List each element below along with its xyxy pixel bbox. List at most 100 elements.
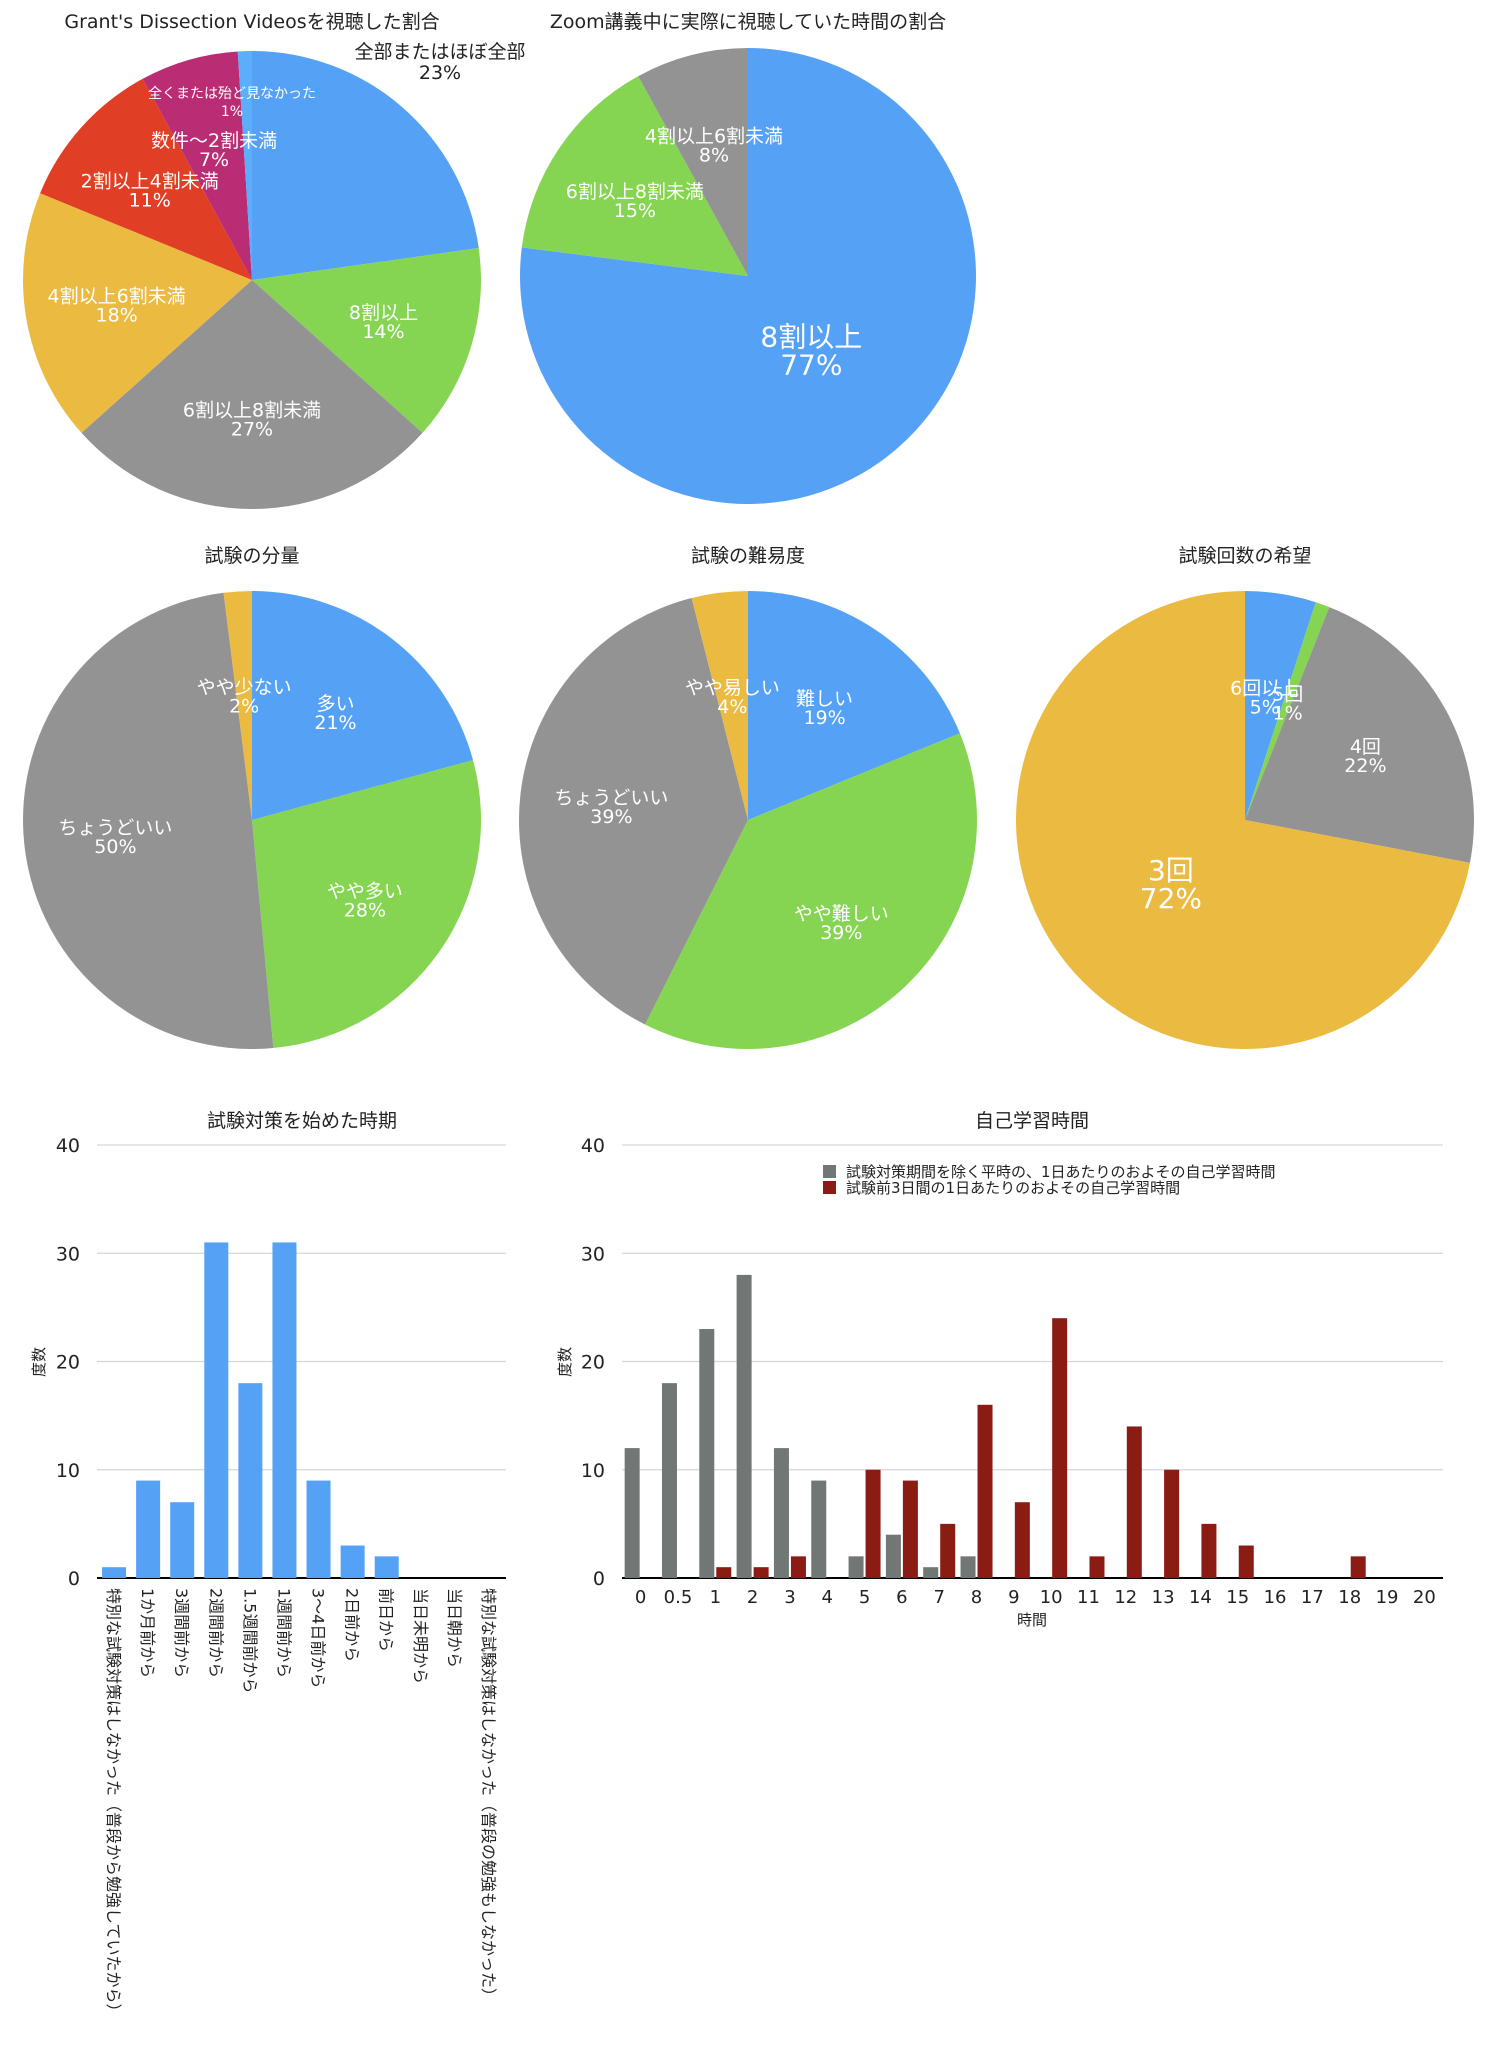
slice-percent-label: 23% [419, 62, 461, 84]
x-category-label: 特別な試験対策はしなかった（普段の勉強もしなかった） [479, 1588, 498, 2004]
slice-percent-label: 22% [1344, 755, 1386, 777]
chart-title: Grant's Dissection Videosを視聴した割合 [64, 11, 439, 33]
pie-slice [237, 51, 252, 280]
x-tick-label: 20 [1413, 1587, 1436, 1608]
y-axis-label: 度数 [30, 1347, 48, 1377]
slice-label: 6割以上8割未満 [566, 181, 704, 203]
slice-percent-label: 15% [614, 200, 656, 222]
slice-label: 全部またはほぼ全部 [354, 41, 525, 63]
slice-percent-label: 77% [780, 348, 842, 381]
x-tick-label: 3 [784, 1587, 795, 1608]
x-tick-label: 7 [933, 1587, 944, 1608]
x-tick-label: 4 [822, 1587, 833, 1608]
x-tick-label: 0.5 [664, 1587, 693, 1608]
x-tick-label: 14 [1189, 1587, 1212, 1608]
slice-percent-label: 1% [221, 104, 243, 120]
y-tick-label: 10 [56, 1460, 80, 1482]
bar-series-1 [960, 1556, 976, 1578]
slice-percent-label: 28% [344, 899, 386, 921]
y-tick-label: 30 [56, 1243, 80, 1265]
bar-series-2 [753, 1567, 769, 1578]
slice-percent-label: 8% [699, 145, 729, 167]
slice-label: ちょうどいい [58, 817, 172, 839]
slice-label: 4割以上6割未満 [645, 126, 783, 148]
slice-percent-label: 14% [362, 321, 404, 343]
bar [204, 1242, 229, 1578]
slice-percent-label: 18% [95, 304, 137, 326]
bar-series-2 [1089, 1556, 1105, 1578]
slice-label: やや多い [327, 880, 403, 902]
bar-series-2 [1238, 1545, 1254, 1578]
y-tick-label: 10 [581, 1460, 605, 1482]
bar [238, 1383, 263, 1578]
bar-chart-study-time: 自己学習時間 度数 時間 試験対策期間を除く平時の、1日あたりのおよその自己学習… [556, 1110, 1443, 1629]
slice-label: 数件〜2割未満 [151, 130, 277, 152]
slice-label: やや易しい [685, 677, 780, 699]
legend-label-series-2: 試験前3日間の1日あたりのおよその自己学習時間 [846, 1179, 1180, 1197]
bar-series-1 [923, 1567, 939, 1578]
legend-swatch-series-2 [823, 1181, 836, 1194]
bar-series-1 [848, 1556, 864, 1578]
slice-percent-label: 19% [803, 707, 845, 729]
x-tick-label: 11 [1077, 1587, 1100, 1608]
bar-series-2 [716, 1567, 732, 1578]
bar-series-2 [1014, 1502, 1030, 1578]
x-tick-label: 8 [971, 1587, 982, 1608]
pie-slice [1015, 591, 1470, 1049]
slice-label: 2割以上4割未満 [81, 170, 219, 192]
bar-series-1 [811, 1480, 827, 1578]
legend-swatch-series-1 [823, 1165, 836, 1178]
pie-slice [1245, 591, 1316, 820]
x-category-label: 3週間前から [172, 1588, 191, 1678]
pie-chart-grants: Grant's Dissection Videosを視聴した割合 全部またはほぼ… [22, 11, 526, 509]
x-tick-label: 10 [1040, 1587, 1063, 1608]
x-category-label: 2日前から [343, 1588, 362, 1662]
y-tick-label: 20 [56, 1352, 80, 1374]
y-tick-label: 30 [581, 1243, 605, 1265]
pie-slice [22, 193, 253, 433]
bar-series-1 [736, 1274, 752, 1578]
x-tick-label: 18 [1338, 1587, 1361, 1608]
bar [170, 1502, 195, 1578]
slice-label: 8割以上 [349, 302, 418, 324]
bar-series-2 [1052, 1318, 1068, 1578]
slice-percent-label: 1% [1273, 703, 1303, 725]
pie-slice [748, 591, 960, 820]
bar-series-2 [902, 1480, 918, 1578]
bar-chart-start-timing: 試験対策を始めた時期 度数 0 10 20 30 40 特別な試験対策はしなかった（普段… [30, 1110, 506, 2020]
slice-label: 多い [316, 693, 354, 715]
slice-percent-label: 39% [820, 922, 862, 944]
bar [102, 1567, 127, 1578]
x-tick-label: 9 [1008, 1587, 1019, 1608]
bar-series-2 [1164, 1469, 1180, 1578]
bar [374, 1556, 399, 1578]
bar-series-2 [1350, 1556, 1366, 1578]
slice-label: 4回 [1350, 736, 1381, 758]
slice-percent-label: 5% [1250, 697, 1280, 719]
slice-percent-label: 4% [717, 696, 747, 718]
x-category-label: 3〜4日前から [309, 1588, 328, 1688]
bar-series-1 [885, 1534, 901, 1578]
slice-label: 4割以上6割未満 [48, 285, 186, 307]
bar-series-2 [790, 1556, 806, 1578]
x-category-label: 1週間前から [274, 1588, 293, 1678]
slice-percent-label: 72% [1140, 882, 1202, 915]
x-tick-label: 12 [1114, 1587, 1137, 1608]
bar [272, 1242, 297, 1578]
bar-series-1 [624, 1448, 640, 1578]
slice-percent-label: 11% [129, 189, 171, 211]
chart-title: 試験の分量 [204, 545, 299, 567]
bar-series-1 [773, 1448, 789, 1578]
x-category-label: 1か月前から [138, 1588, 157, 1678]
slice-percent-label: 27% [231, 418, 273, 440]
x-axis-label: 時間 [1017, 1611, 1047, 1629]
x-tick-label: 5 [859, 1587, 870, 1608]
pie-slice [1245, 602, 1330, 820]
pie-slice [23, 592, 274, 1049]
chart-title: 試験回数の希望 [1178, 545, 1311, 567]
pie-slice [223, 591, 252, 820]
bar-series-2 [940, 1523, 956, 1578]
x-tick-label: 0 [635, 1587, 646, 1608]
pie-slice [519, 598, 748, 1025]
